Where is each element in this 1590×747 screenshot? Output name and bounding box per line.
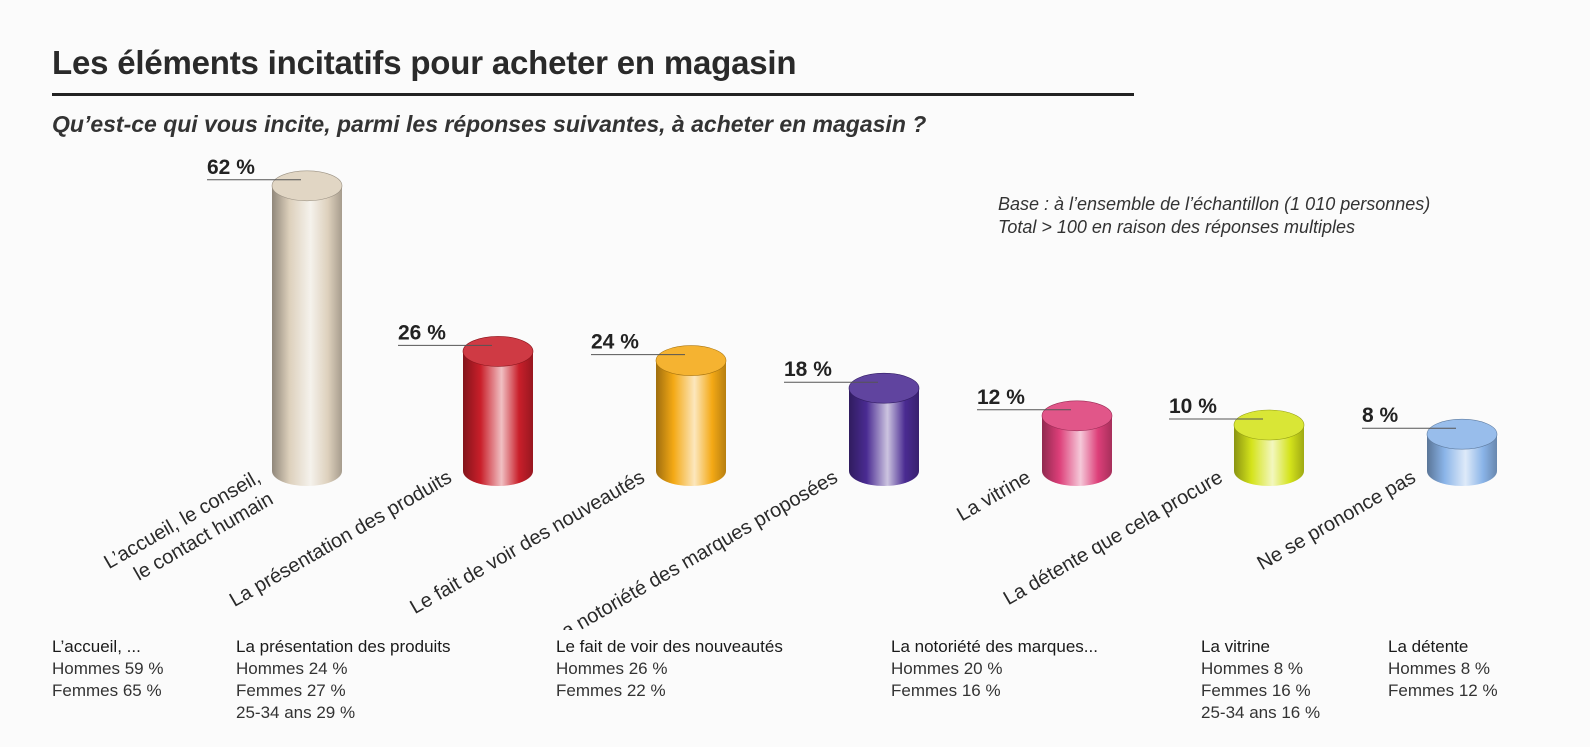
- bar-top: [1233, 409, 1305, 441]
- breakdown-line: Femmes 12 %: [1388, 681, 1498, 700]
- breakdown-line: Hommes 26 %: [556, 659, 668, 678]
- breakdown-line: Hommes 24 %: [236, 659, 348, 678]
- bar-nsp: [1426, 418, 1498, 486]
- value-label-text: 26 %: [398, 321, 446, 344]
- breakdown-line: Femmes 22 %: [556, 681, 666, 700]
- value-labels: 62 % 26 % 24 % 18 % 12 % 10 % 8 %: [207, 156, 1456, 429]
- bar-body: [1042, 415, 1112, 486]
- breakdown-title: La présentation des produits: [236, 637, 451, 656]
- bar-top: [271, 170, 343, 202]
- value-label-text: 10 %: [1169, 395, 1217, 418]
- bar-body: [656, 360, 726, 486]
- category-label-vitrine: La vitrine: [953, 466, 1034, 526]
- bar-body: [272, 185, 342, 487]
- breakdown-accueil: L’accueil, ... Hommes 59 % Femmes 65 %: [52, 636, 163, 702]
- breakdown-line: Femmes 16 %: [1201, 681, 1311, 700]
- bar-body: [463, 351, 533, 486]
- category-label-presentation: La présentation des produits: [226, 466, 456, 611]
- breakdown-line: 25-34 ans 29 %: [236, 703, 356, 722]
- bar-top: [1041, 400, 1113, 432]
- category-label-notoriete: La notoriété des marques proposées: [548, 466, 841, 630]
- bar-body: [1234, 425, 1304, 486]
- category-label-line: La vitrine: [953, 466, 1034, 526]
- value-label-text: 12 %: [977, 386, 1025, 409]
- value-label-text: 8 %: [1362, 404, 1399, 427]
- bar-accueil: [271, 170, 343, 487]
- breakdown-line: Hommes 59 %: [52, 659, 164, 678]
- value-label-nouveautes: 24 %: [591, 331, 685, 356]
- value-label-vitrine: 12 %: [977, 386, 1071, 411]
- category-label-line: La détente que cela procure: [1000, 466, 1227, 610]
- breakdown-line: Hommes 8 %: [1201, 659, 1304, 678]
- category-label-accueil: L’accueil, le conseil,le contact humain: [100, 466, 277, 595]
- breakdown-title: La notoriété des marques...: [891, 637, 1098, 656]
- breakdown-line: Femmes 27 %: [236, 681, 346, 700]
- breakdown-presentation: La présentation des produits Hommes 24 %…: [236, 636, 451, 724]
- bar-top: [462, 336, 534, 367]
- value-label-accueil: 62 %: [207, 156, 301, 181]
- value-label-text: 24 %: [591, 331, 639, 354]
- breakdown-title: Le fait de voir des nouveautés: [556, 637, 783, 656]
- breakdown-vitrine: La vitrine Hommes 8 % Femmes 16 % 25-34 …: [1201, 636, 1320, 724]
- bar-top: [848, 372, 920, 404]
- bar-top: [1426, 418, 1498, 450]
- breakdown-title: La détente: [1388, 637, 1469, 656]
- bar-presentation: [462, 336, 534, 486]
- bar-nouveautes: [655, 345, 727, 486]
- breakdown-title: L’accueil, ...: [52, 637, 141, 656]
- breakdown-line: Hommes 8 %: [1388, 659, 1491, 678]
- category-label-line: La notoriété des marques proposées: [548, 466, 841, 630]
- value-label-notoriete: 18 %: [784, 358, 878, 383]
- breakdown-line: Hommes 20 %: [891, 659, 1003, 678]
- bars: [271, 170, 1498, 487]
- bar-notoriete: [848, 372, 920, 486]
- survey-question: Qu’est-ce qui vous incite, parmi les rép…: [52, 111, 927, 137]
- base-note-line: Total > 100 en raison des réponses multi…: [998, 217, 1356, 237]
- breakdown-title: La vitrine: [1201, 637, 1270, 656]
- breakdown-line: Femmes 65 %: [52, 681, 162, 700]
- cylinder-bar-chart: 62 % 26 % 24 % 18 % 12 % 10 % 8 % L’accueil, l…: [100, 156, 1498, 630]
- bar-detente: [1233, 409, 1305, 486]
- value-label-detente: 10 %: [1169, 395, 1263, 420]
- breakdown-line: 25-34 ans 16 %: [1201, 703, 1321, 722]
- bar-body: [849, 388, 919, 486]
- title-underline: [52, 93, 1134, 96]
- category-label-line: La présentation des produits: [226, 466, 456, 611]
- base-note-line: Base : à l’ensemble de l’échantillon (1 …: [998, 194, 1431, 214]
- breakdown-line: Femmes 16 %: [891, 681, 1001, 700]
- value-label-nsp: 8 %: [1362, 404, 1456, 429]
- base-note: Base : à l’ensemble de l’échantillon (1 …: [998, 193, 1430, 239]
- value-label-text: 18 %: [784, 358, 832, 381]
- value-label-presentation: 26 %: [398, 321, 492, 346]
- category-label-detente: La détente que cela procure: [1000, 466, 1227, 610]
- chart-title: Les éléments incitatifs pour acheter en …: [52, 44, 797, 81]
- value-label-text: 62 %: [207, 156, 255, 179]
- breakdown-notoriete: La notoriété des marques... Hommes 20 % …: [891, 636, 1098, 702]
- category-labels: L’accueil, le conseil,le contact humainL…: [100, 466, 1419, 630]
- bar-top: [655, 345, 727, 376]
- breakdown-nouveautes: Le fait de voir des nouveautés Hommes 26…: [556, 636, 783, 702]
- bar-vitrine: [1041, 400, 1113, 486]
- breakdown-detente: La détente Hommes 8 % Femmes 12 %: [1388, 636, 1498, 702]
